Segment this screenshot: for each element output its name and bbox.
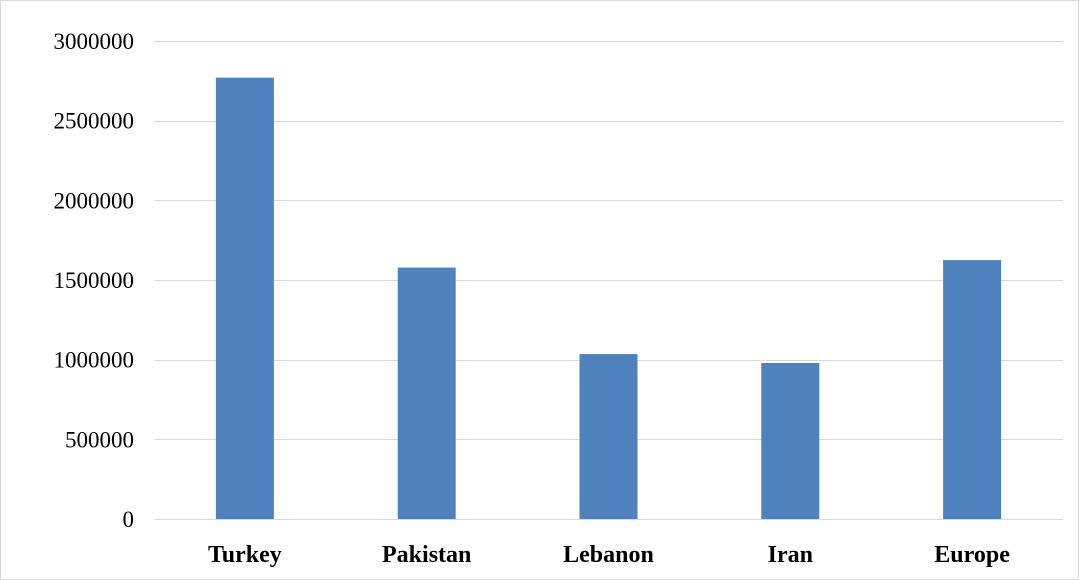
y-axis-ticks: 0 500000 1000000 1500000 2000000 2500000 30000… (54, 29, 135, 532)
x-tick-label-turkey: Turkey (208, 542, 282, 568)
bar-europe (943, 260, 1002, 519)
bar-iran (761, 363, 820, 519)
y-tick-label: 1500000 (54, 268, 135, 293)
bar-lebanon (579, 354, 638, 519)
y-tick-label: 3000000 (54, 29, 135, 54)
bar-pakistan (397, 267, 456, 519)
y-tick-label: 0 (123, 507, 135, 532)
x-tick-label-europe: Europe (934, 542, 1010, 568)
y-tick-label: 500000 (65, 427, 134, 452)
bars (215, 77, 1002, 519)
y-tick-label: 1000000 (54, 348, 135, 373)
x-axis-ticks: Turkey Pakistan Lebanon Iran Europe (208, 542, 1010, 568)
bar-turkey (215, 77, 274, 519)
gridlines (154, 40, 1063, 521)
y-tick-label: 2000000 (54, 188, 135, 213)
x-tick-label-lebanon: Lebanon (563, 542, 654, 568)
y-tick-label: 2500000 (54, 109, 135, 134)
x-tick-label-iran: Iran (768, 542, 813, 568)
x-tick-label-pakistan: Pakistan (382, 542, 471, 568)
